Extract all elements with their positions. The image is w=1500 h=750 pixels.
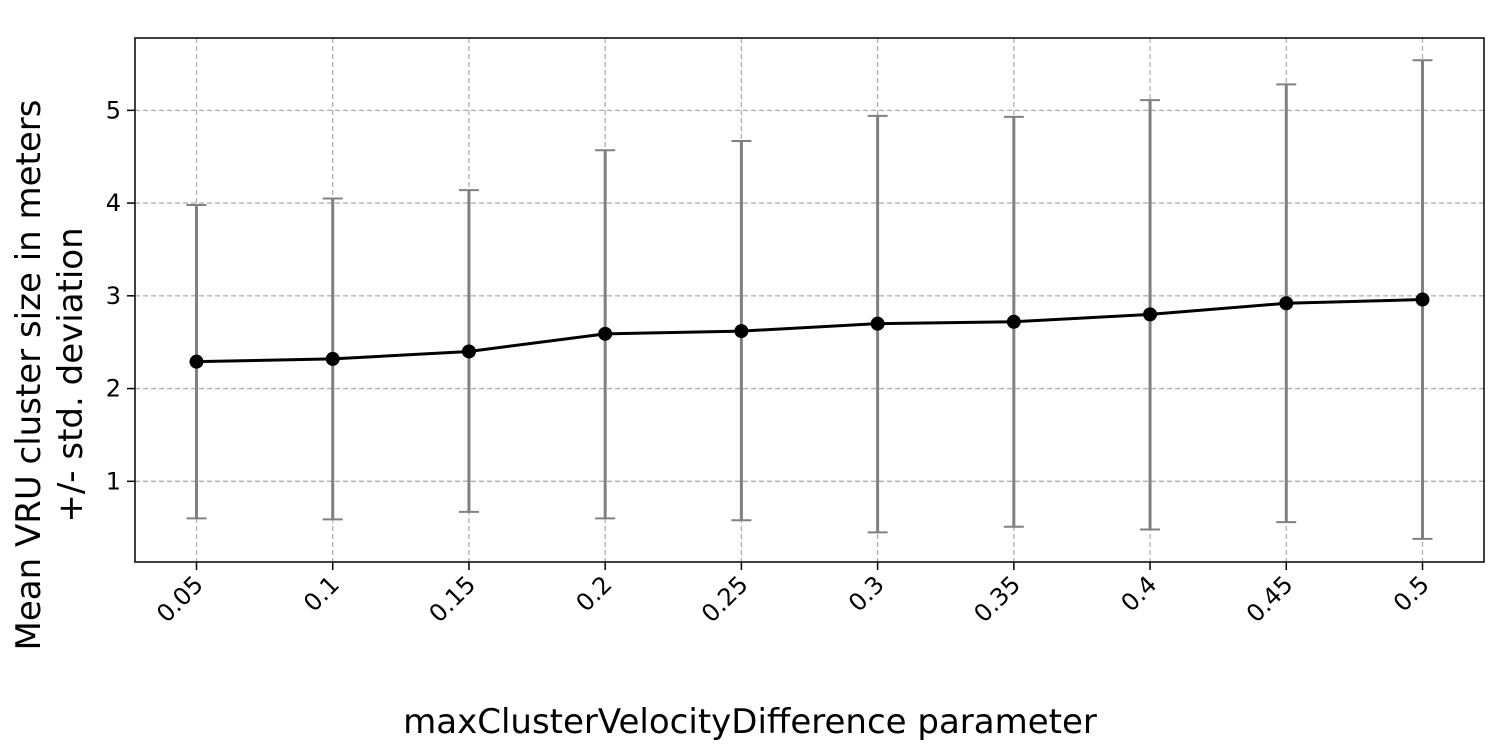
x-tick-label: 0.5 xyxy=(1388,570,1435,617)
y-tick-label: 3 xyxy=(106,282,121,310)
y-tick-label: 2 xyxy=(106,375,121,403)
data-point xyxy=(598,326,613,341)
y-axis-label-line1: Mean VRU cluster size in meters xyxy=(9,100,49,651)
data-point xyxy=(1143,307,1158,322)
x-tick-label: 0.05 xyxy=(151,570,209,628)
plot-frame xyxy=(134,37,1485,563)
series-line xyxy=(196,298,1423,364)
x-tick-label: 0.3 xyxy=(843,570,890,617)
data-point xyxy=(1006,314,1021,329)
data-point xyxy=(734,324,749,339)
x-tick-label: 0.15 xyxy=(424,570,482,628)
series-line-group xyxy=(189,292,1430,369)
y-tick-label: 4 xyxy=(106,189,121,217)
x-tick-label: 0.1 xyxy=(298,570,345,617)
x-tick-label: 0.2 xyxy=(571,570,618,617)
y-tick-label: 5 xyxy=(106,96,121,124)
x-tick-label: 0.4 xyxy=(1116,570,1163,617)
data-point xyxy=(1279,296,1294,311)
error-bars xyxy=(186,59,1433,540)
x-axis-label: maxClusterVelocityDifference parameter xyxy=(403,702,1097,742)
x-tick-label: 0.35 xyxy=(968,570,1026,628)
data-point xyxy=(1415,292,1430,307)
axes: 0.05 0.1 0.15 0.2 0.25 0.3 0.35 0.4 0.45 0.5 1 2 3 4 5 xyxy=(106,37,1485,628)
x-tick-label: 0.45 xyxy=(1241,570,1299,628)
y-tick-label: 1 xyxy=(106,467,121,495)
data-point xyxy=(189,354,204,369)
x-tick-label: 0.25 xyxy=(696,570,754,628)
data-point xyxy=(325,351,340,366)
y-axis-label-line2: +/- std. deviation xyxy=(51,227,91,522)
data-point xyxy=(870,316,885,331)
data-point xyxy=(461,344,476,359)
